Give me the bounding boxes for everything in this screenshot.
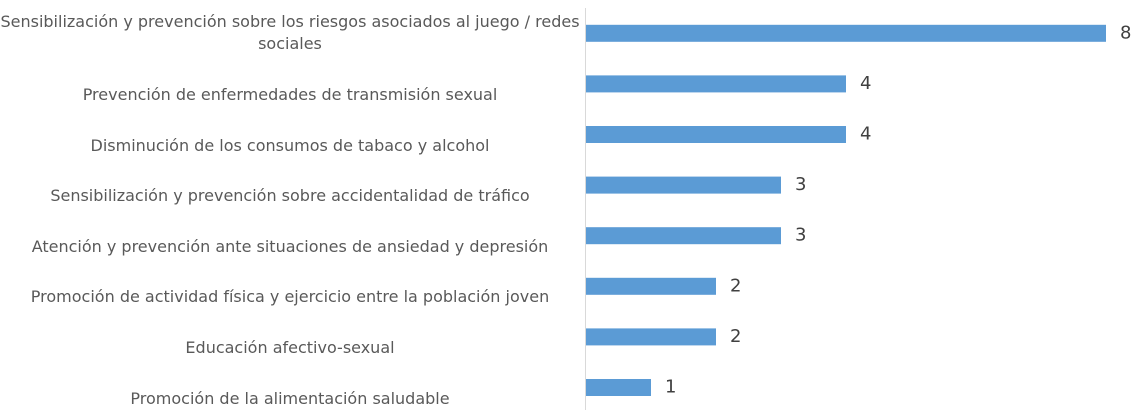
category-label-box: Sensibilización y prevención sobre accid… [0,161,580,207]
category-label-box: Prevención de enfermedades de transmisió… [0,60,580,106]
category-label-box: Disminución de los consumos de tabaco y … [0,111,580,157]
category-label: Disminución de los consumos de tabaco y … [90,135,490,155]
category-label: Educación afectivo-sexual [185,337,395,357]
bar [586,227,781,245]
bar [586,379,651,396]
value-label: 2 [730,275,741,296]
category-label-box: Educación afectivo-sexual [0,313,580,359]
category-label: Sensibilización y prevención sobre los r… [0,12,580,54]
category-label-box: Promoción de la alimentación saludable [0,364,580,410]
value-label: 4 [860,124,871,145]
value-label: 4 [860,73,871,94]
bar [586,24,1106,42]
value-label: 1 [665,377,676,398]
category-label: Promoción de la alimentación saludable [130,388,450,408]
category-label-box: Sensibilización y prevención sobre los r… [0,9,580,55]
bar [586,176,781,194]
category-label: Promoción de actividad física y ejercici… [30,287,550,307]
category-label: Prevención de enfermedades de transmisió… [82,84,498,104]
bar [586,126,846,143]
category-label-box: Atención y prevención ante situaciones d… [0,212,580,258]
category-label: Sensibilización y prevención sobre accid… [50,186,530,206]
bar [586,277,716,295]
bar [586,75,846,93]
value-label: 2 [730,326,741,347]
value-label: 8 [1120,22,1131,43]
value-label: 3 [795,174,806,195]
category-label: Atención y prevención ante situaciones d… [31,236,549,256]
bar [586,328,716,346]
category-label-box: Promoción de actividad física y ejercici… [0,262,580,308]
value-label: 3 [795,225,806,246]
